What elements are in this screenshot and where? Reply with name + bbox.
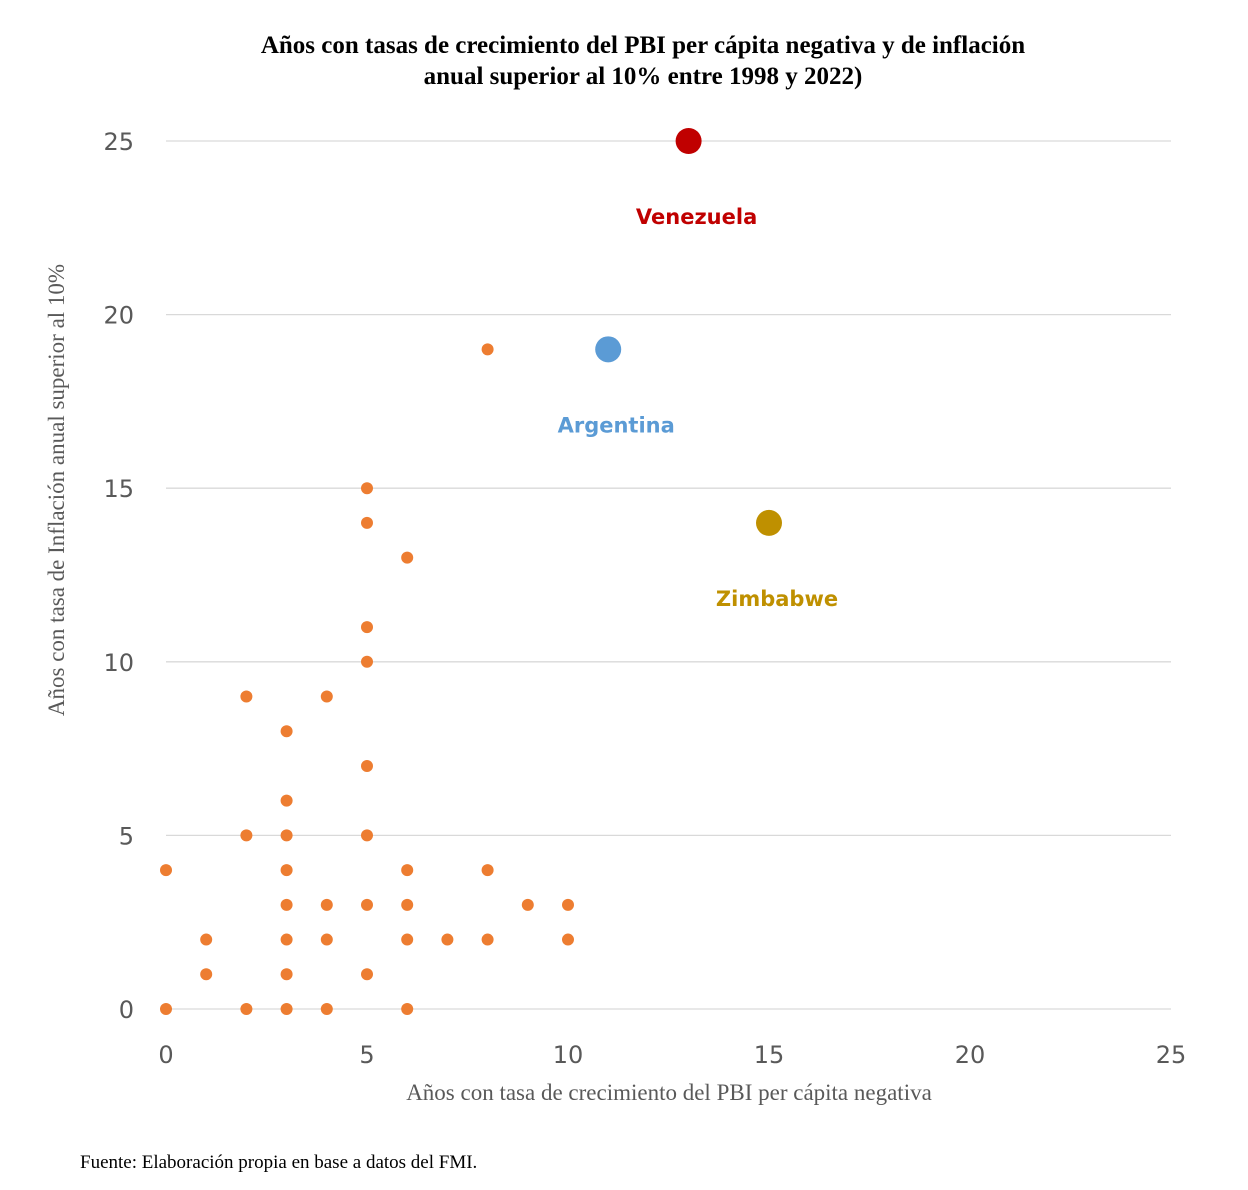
data-point <box>160 1003 172 1015</box>
data-point <box>280 1003 293 1015</box>
data-point <box>280 968 293 981</box>
y-tick-label: 10 <box>103 649 134 677</box>
data-point <box>320 898 333 911</box>
y-tick-label: 5 <box>119 822 134 850</box>
data-point <box>562 933 574 946</box>
data-point <box>361 621 373 634</box>
data-point <box>200 968 213 981</box>
data-point <box>320 1003 333 1015</box>
data-point <box>280 933 293 946</box>
data-point <box>361 898 373 911</box>
x-tick-label: 10 <box>553 1041 584 1069</box>
data-point <box>481 933 494 946</box>
x-tick-label: 20 <box>955 1041 986 1069</box>
x-tick-label: 0 <box>158 1041 173 1069</box>
data-point <box>401 1003 414 1015</box>
data-point <box>361 482 373 495</box>
data-point <box>280 794 293 807</box>
chart-title-line-2: anual superior al 10% entre 1998 y 2022) <box>423 63 863 90</box>
x-tick-label: 5 <box>359 1041 374 1069</box>
data-point <box>240 690 253 703</box>
data-point <box>240 1003 253 1015</box>
data-point <box>280 829 293 842</box>
data-point <box>361 655 373 668</box>
data-point <box>280 725 293 738</box>
highlight-point-argentina <box>595 336 622 363</box>
data-point <box>361 968 373 981</box>
highlight-label-argentina: Argentina <box>558 413 675 437</box>
data-point <box>401 551 414 564</box>
data-point <box>240 829 253 842</box>
data-point <box>441 933 454 946</box>
highlight-label-venezuela: Venezuela <box>636 205 757 229</box>
y-tick-label: 20 <box>103 302 134 330</box>
data-point <box>200 933 213 946</box>
y-tick-label: 0 <box>119 996 134 1024</box>
data-point <box>481 864 494 877</box>
x-tick-label: 25 <box>1156 1041 1187 1069</box>
data-point <box>361 516 373 529</box>
data-point <box>160 864 172 877</box>
highlight-label-zimbabwe: Zimbabwe <box>716 587 838 611</box>
scatter-plot: 0 5 10 15 20 25 0 5 10 15 20 25 Años con tasa de cre… <box>44 128 1187 1105</box>
x-axis-title: Años con tasa de crecimiento del PBI per… <box>406 1080 932 1105</box>
data-point <box>521 898 534 911</box>
data-point <box>401 864 414 877</box>
chart-title: Años con tasas de crecimiento del PBI pe… <box>0 30 1248 92</box>
source-note: Fuente: Elaboración propia en base a dat… <box>80 1152 478 1173</box>
y-tick-label: 15 <box>103 475 134 503</box>
chart-title-line-1: Años con tasas de crecimiento del PBI pe… <box>260 32 1026 59</box>
data-point <box>280 864 293 877</box>
data-point <box>361 829 373 842</box>
highlight-point-zimbabwe <box>756 509 782 536</box>
data-point <box>562 898 574 911</box>
x-tick-label: 15 <box>754 1041 785 1069</box>
data-point <box>361 759 373 772</box>
data-point <box>401 898 414 911</box>
data-point <box>320 933 333 946</box>
y-tick-label: 25 <box>103 128 134 156</box>
y-axis-title: Años con tasa de Inflación anual superio… <box>44 264 69 716</box>
data-point <box>320 690 333 703</box>
data-point <box>481 343 494 356</box>
highlight-point-venezuela <box>675 128 702 154</box>
data-point <box>280 898 293 911</box>
data-point <box>401 933 414 946</box>
